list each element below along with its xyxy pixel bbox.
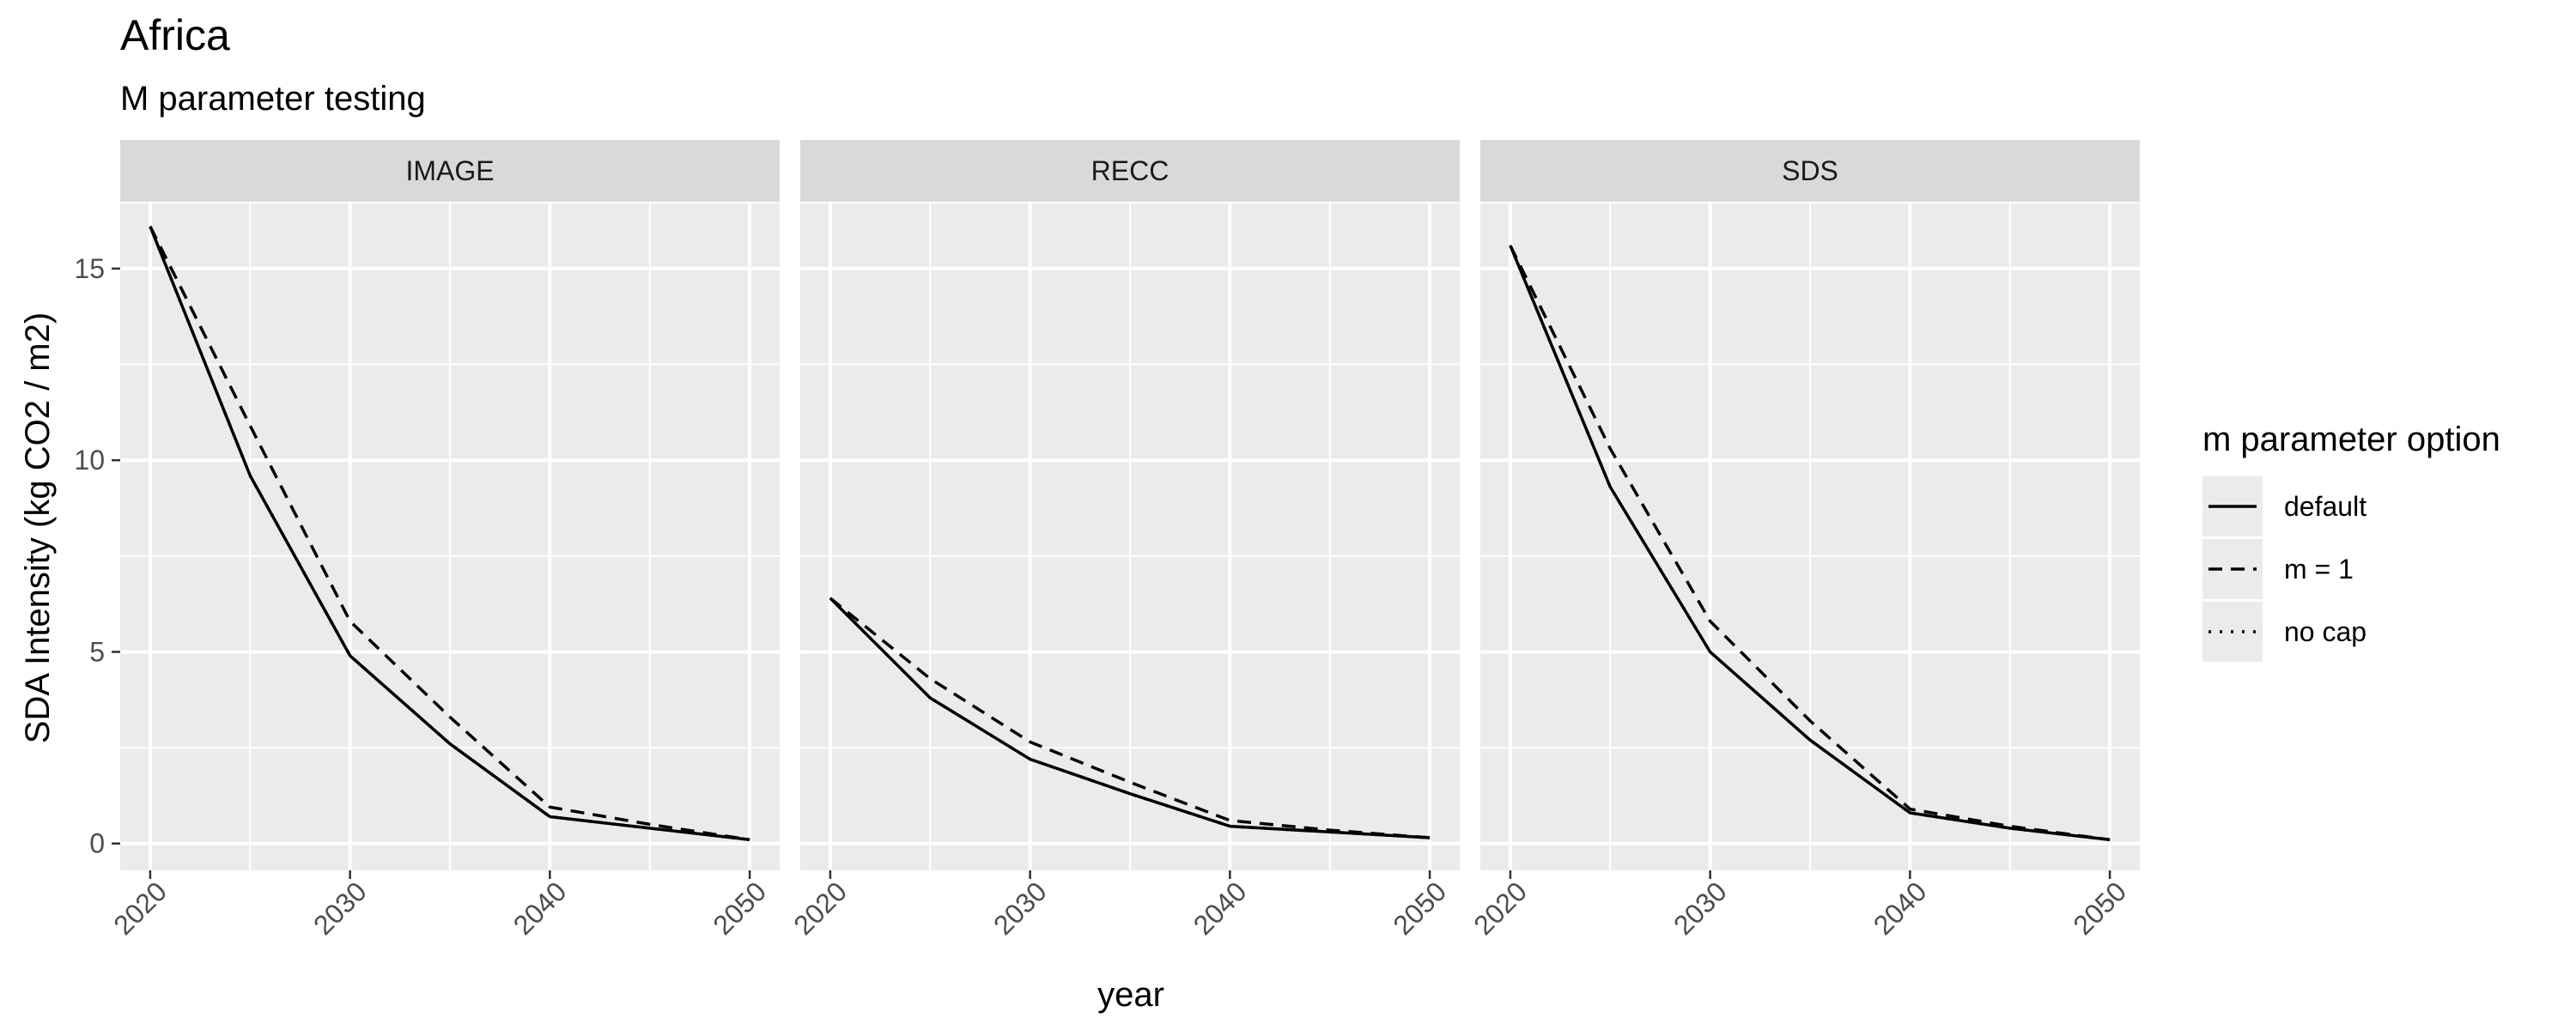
x-axis-label: year xyxy=(1097,976,1164,1014)
x-tick-label: 2020 xyxy=(1467,876,1533,941)
facet-panels: IMAGE 2020 2030 2040 2050 0 5 10 15 RECC 2020 2030 2… xyxy=(74,140,2140,941)
x-tick-label: 2050 xyxy=(1387,876,1452,941)
x-tick-label: 2050 xyxy=(2067,876,2132,941)
x-tick-label: 2050 xyxy=(707,876,772,941)
facet-strip xyxy=(120,140,780,202)
x-tick-label: 2040 xyxy=(507,876,573,941)
facet-image: IMAGE 2020 2030 2040 2050 0 5 10 15 xyxy=(74,140,780,941)
legend-label-default: default xyxy=(2284,491,2366,522)
legend: m parameter option default m = 1 no cap xyxy=(2202,421,2500,662)
x-tick-label: 2030 xyxy=(1668,876,1733,941)
series-line-m-1 xyxy=(1509,245,2111,842)
series-line-m-1 xyxy=(149,226,750,842)
y-tick-label: 10 xyxy=(74,445,105,476)
legend-label-m-1: m = 1 xyxy=(2284,554,2354,585)
series-line-default xyxy=(1509,245,2111,842)
facet-recc: RECC 2020 2030 2040 2050 xyxy=(787,140,1460,941)
chart-subtitle: M parameter testing xyxy=(120,80,426,118)
facet-strip xyxy=(800,140,1460,202)
y-axis-label: SDA Intensity (kg CO2 / m2) xyxy=(19,312,57,743)
series-line-m-1 xyxy=(829,597,1431,839)
facet-label: RECC xyxy=(1091,155,1170,186)
x-tick-label: 2030 xyxy=(307,876,373,941)
y-tick-label: 15 xyxy=(74,253,105,284)
legend-label-no-cap: no cap xyxy=(2284,616,2366,647)
x-tick-label: 2020 xyxy=(107,876,173,941)
facet-sds: SDS 2020 2030 2040 2050 xyxy=(1467,140,2140,941)
series-line-default xyxy=(829,597,1431,839)
chart-title: Africa xyxy=(120,11,230,59)
facet-label: SDS xyxy=(1782,155,1838,186)
x-tick-label: 2020 xyxy=(787,876,853,941)
x-tick-label: 2040 xyxy=(1868,876,1933,941)
legend-title: m parameter option xyxy=(2202,421,2500,458)
y-tick-label: 0 xyxy=(89,828,105,859)
y-tick-label: 5 xyxy=(89,636,105,667)
x-tick-label: 2030 xyxy=(987,876,1053,941)
facet-label: IMAGE xyxy=(405,155,494,186)
x-tick-label: 2040 xyxy=(1188,876,1253,941)
facet-strip xyxy=(1480,140,2140,202)
series-line-no-cap xyxy=(149,226,750,842)
